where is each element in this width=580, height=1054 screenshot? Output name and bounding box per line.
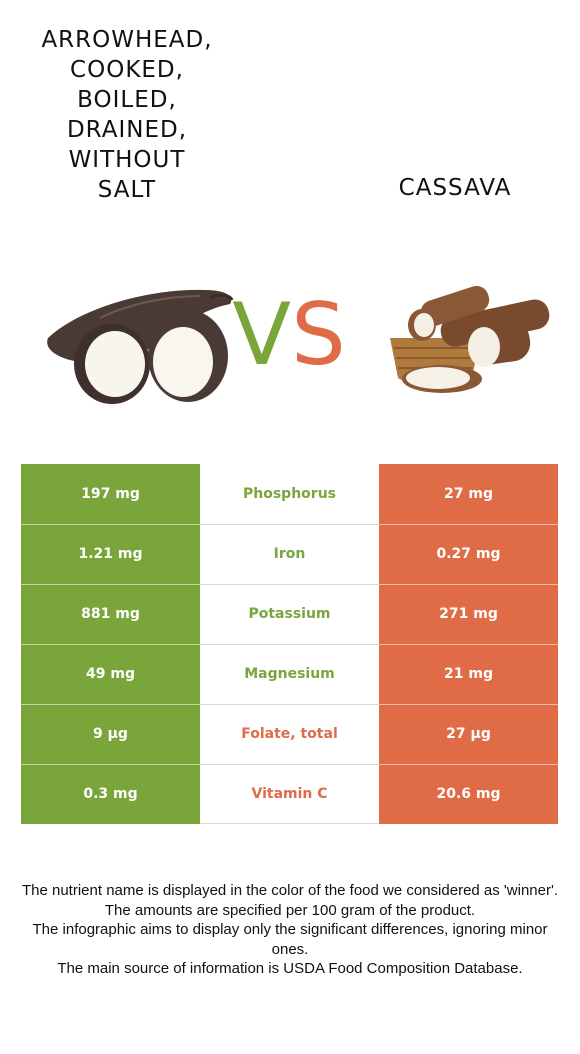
footer-note: The main source of information is USDA F…: [57, 960, 523, 977]
table-outline: [200, 464, 379, 824]
left-value: 1.21 mg: [21, 524, 200, 584]
row-divider: [200, 584, 379, 585]
vs-s: S: [291, 285, 346, 385]
left-value: 197 mg: [21, 464, 200, 524]
footer-note: The infographic aims to display only the…: [32, 921, 548, 958]
nutrient-name: Folate, total: [200, 704, 379, 764]
row-divider: [200, 644, 379, 645]
right-value: 27 mg: [379, 464, 558, 524]
footer-note: The nutrient name is displayed in the co…: [21, 882, 559, 899]
left-food-title: ARROWHEAD, COOKED, BOILED, DRAINED, WITH…: [41, 27, 213, 203]
nutrient-name: Iron: [200, 524, 379, 584]
table-row: 881 mg Potassium 271 mg: [21, 584, 558, 644]
row-divider: [200, 764, 379, 765]
table-row: 9 µg Folate, total 27 µg: [21, 704, 558, 764]
right-food-title: CASSAVA: [398, 175, 512, 201]
footer-note: The amounts are specified per 100 gram o…: [104, 901, 476, 919]
left-value: 49 mg: [21, 644, 200, 704]
row-divider: [200, 704, 379, 705]
right-value: 0.27 mg: [379, 524, 558, 584]
right-value: 271 mg: [379, 584, 558, 644]
left-value: 0.3 mg: [21, 764, 200, 824]
table-row: 1.21 mg Iron 0.27 mg: [21, 524, 558, 584]
footer-notes: The nutrient name is displayed in the co…: [20, 881, 560, 979]
table-row: 197 mg Phosphorus 27 mg: [21, 464, 558, 524]
arrowhead-image: [47, 289, 234, 404]
nutrient-comparison-table: 197 mg Phosphorus 27 mg 1.21 mg Iron 0.27 mg 8…: [21, 464, 558, 824]
vs-label: VS: [224, 290, 354, 380]
cassava-image: [390, 285, 550, 393]
row-divider: [200, 524, 379, 525]
right-value: 20.6 mg: [379, 764, 558, 824]
nutrient-name: Vitamin C: [200, 764, 379, 824]
left-value: 881 mg: [21, 584, 200, 644]
nutrient-name: Phosphorus: [200, 464, 379, 524]
right-value: 21 mg: [379, 644, 558, 704]
vs-v: V: [232, 285, 292, 385]
left-value: 9 µg: [21, 704, 200, 764]
table-row: 49 mg Magnesium 21 mg: [21, 644, 558, 704]
right-value: 27 µg: [379, 704, 558, 764]
table-row: 0.3 mg Vitamin C 20.6 mg: [21, 764, 558, 824]
nutrient-name: Potassium: [200, 584, 379, 644]
nutrient-name: Magnesium: [200, 644, 379, 704]
